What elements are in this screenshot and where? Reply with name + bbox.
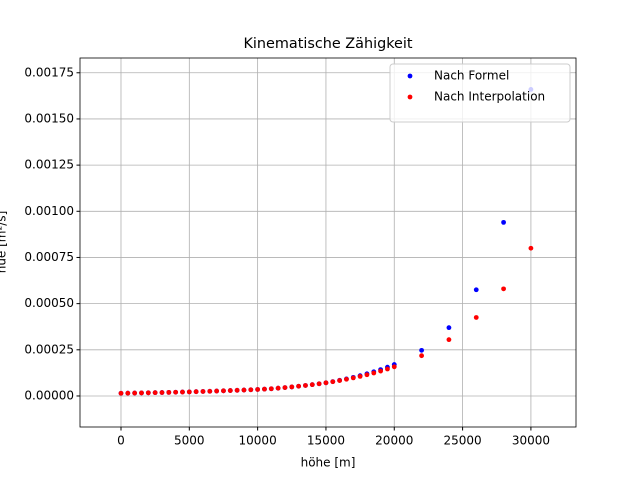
legend: Nach Formel Nach Interpolation [389, 63, 571, 123]
point [419, 347, 424, 353]
point [186, 389, 192, 395]
legend-marker [407, 73, 413, 79]
y-tick-label: 0.00025 [24, 342, 74, 356]
point [255, 387, 261, 392]
point [173, 389, 179, 395]
point [364, 372, 370, 378]
point [419, 353, 424, 359]
point [125, 390, 131, 396]
point [139, 390, 144, 396]
point [528, 245, 534, 251]
point [446, 325, 452, 331]
point [221, 388, 226, 394]
point [316, 381, 322, 387]
point [378, 368, 384, 374]
point [118, 390, 124, 396]
point [303, 383, 308, 388]
point [501, 286, 506, 292]
y-tick-label: 0.00100 [24, 204, 74, 218]
point [296, 383, 302, 389]
point [152, 390, 158, 396]
point [344, 376, 349, 382]
y-tick-label: 0.00150 [24, 111, 74, 125]
point [501, 219, 506, 225]
legend-box [389, 63, 571, 123]
point [166, 389, 172, 395]
point [207, 388, 213, 394]
point [385, 366, 390, 372]
point [323, 380, 329, 386]
plot-frame [79, 57, 577, 428]
x-axis-label: höhe [m] [301, 456, 356, 470]
y-tick-label: 0.00075 [24, 250, 74, 264]
chart-title: Kinematische Zähigkeit [243, 36, 412, 52]
point [350, 375, 356, 381]
legend-label: Nach Formel [434, 69, 509, 83]
x-tick-label: 20000 [375, 434, 413, 448]
point [473, 315, 479, 320]
point [193, 389, 199, 395]
point [159, 390, 165, 395]
y-axis-label: nüe [m²/s] [0, 211, 9, 274]
point [391, 364, 397, 370]
x-tick-label: 25000 [443, 434, 481, 448]
point [180, 389, 185, 395]
point [132, 390, 138, 396]
point [282, 385, 288, 390]
point [214, 388, 220, 394]
y-tick-label: 0.00050 [24, 296, 74, 310]
point [473, 287, 479, 293]
x-tick-label: 15000 [307, 434, 345, 448]
point [227, 388, 233, 393]
y-tick-label: 0.00000 [24, 388, 74, 402]
point [200, 389, 206, 394]
point [268, 386, 274, 392]
x-tick-label: 10000 [239, 434, 277, 448]
point [234, 387, 240, 393]
point [248, 387, 254, 393]
point [262, 386, 267, 392]
point [241, 387, 247, 393]
legend-marker [407, 94, 413, 100]
point [357, 373, 363, 379]
point [337, 378, 343, 383]
legend-label: Nach Interpolation [434, 90, 545, 104]
point [330, 379, 336, 385]
y-tick-label: 0.00125 [24, 158, 74, 172]
point [371, 370, 377, 376]
y-tick-label: 0.00175 [24, 65, 74, 79]
x-tick-label: 5000 [174, 434, 205, 448]
point [145, 390, 151, 396]
x-tick-label: 0 [117, 434, 125, 448]
point [289, 384, 295, 390]
point [275, 385, 281, 391]
x-tick-label: 30000 [512, 434, 550, 448]
point [446, 337, 452, 343]
point [309, 382, 315, 388]
